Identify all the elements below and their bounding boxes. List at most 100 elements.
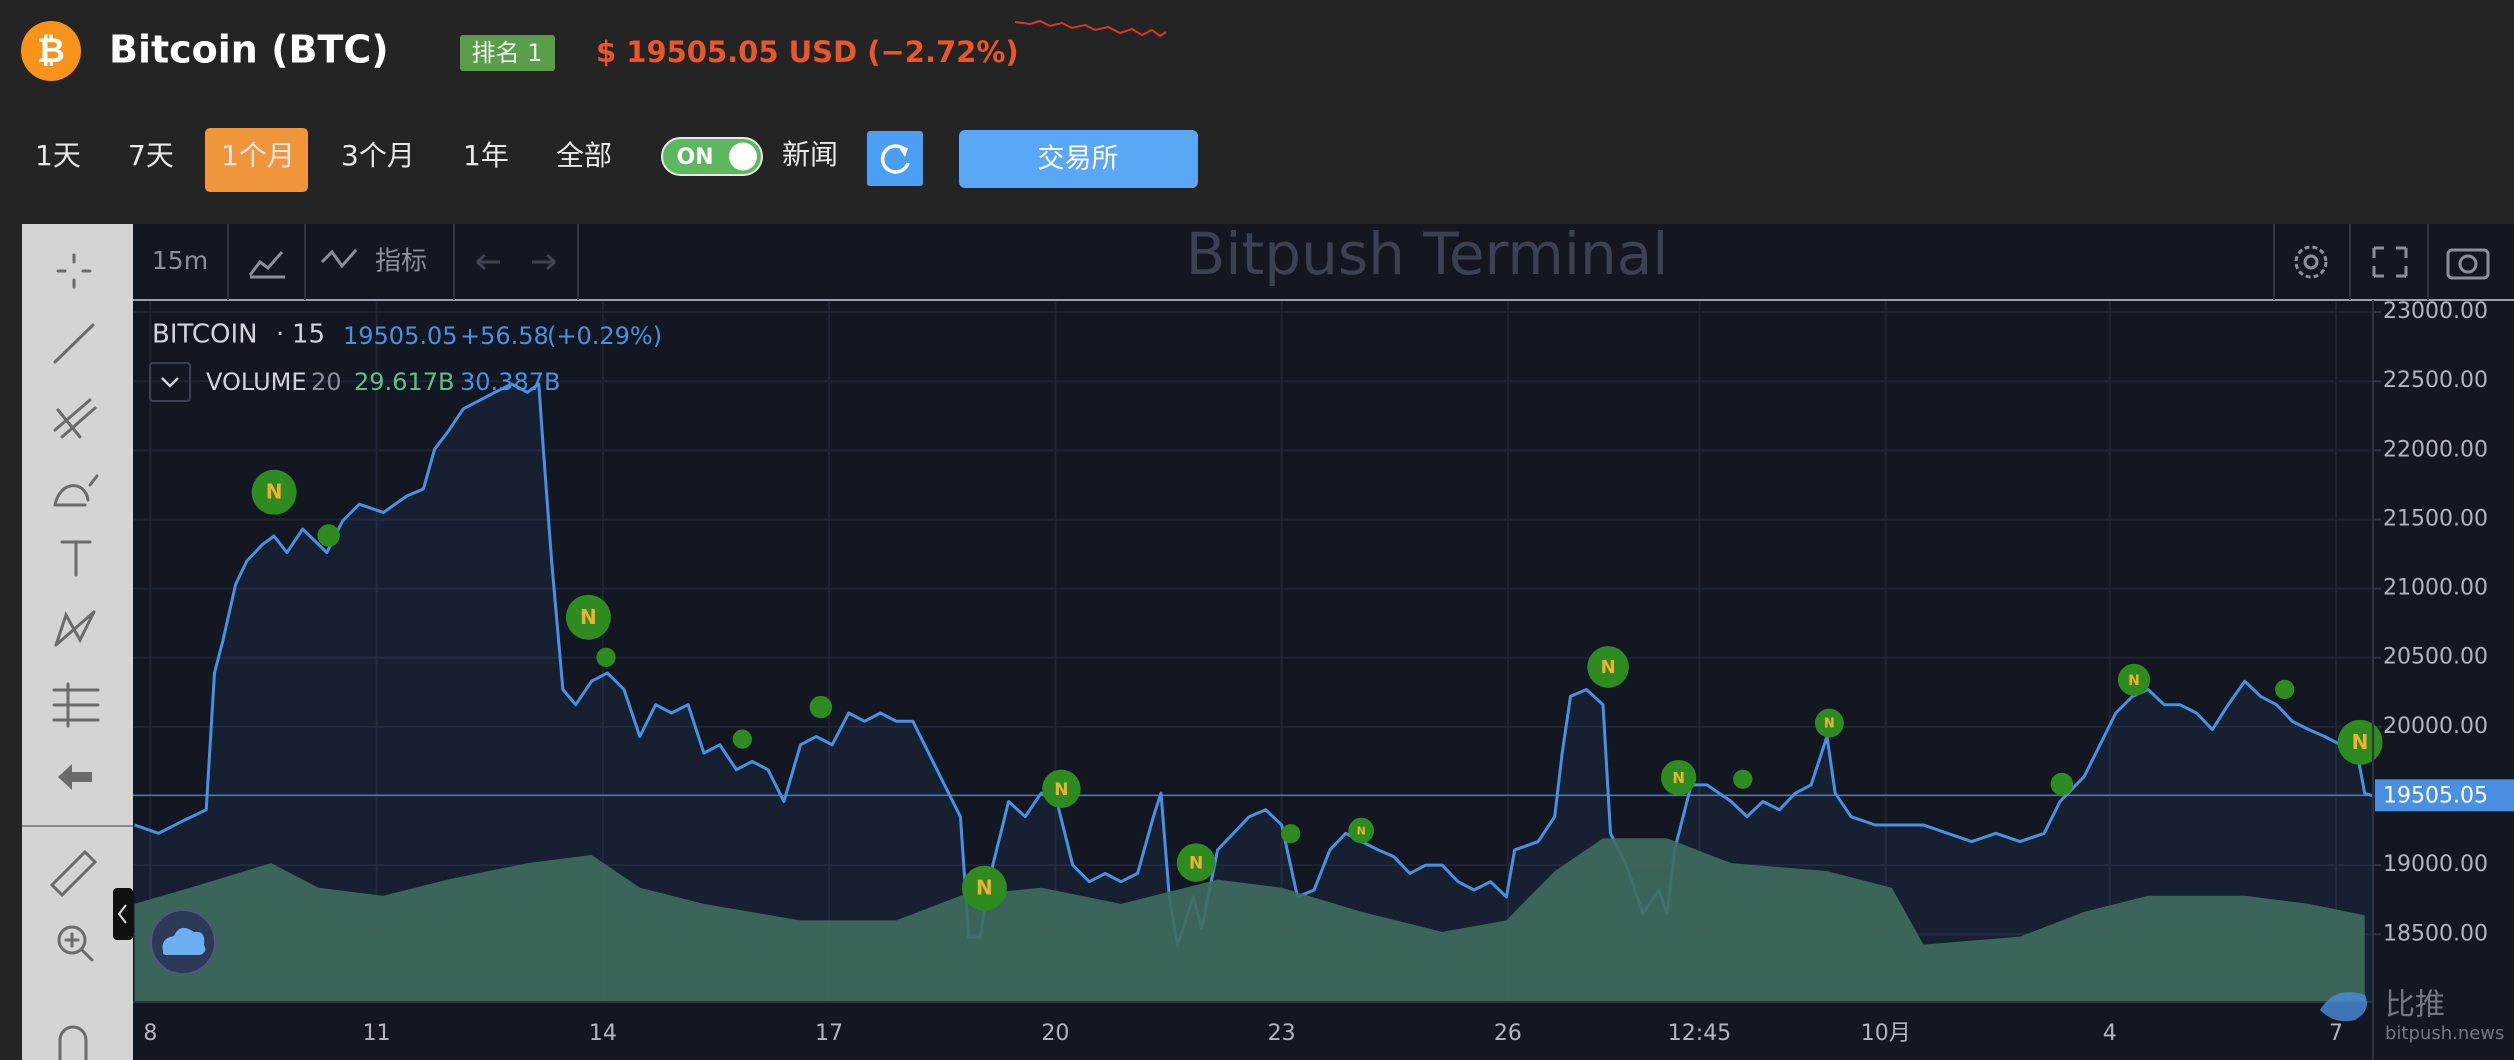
news-marker[interactable]: [596, 647, 616, 667]
news-marker-label: N: [2352, 730, 2369, 754]
collapse-handle[interactable]: [113, 888, 133, 940]
collapse-arrow: [117, 904, 127, 924]
y-tick-label: 22000.00: [2383, 437, 2488, 462]
chart-type-button[interactable]: [248, 251, 285, 279]
x-tick-label: 10月: [1861, 1021, 1911, 1046]
logo-cn: 比推: [2385, 988, 2445, 1023]
legend-collapse-arrow: [161, 377, 179, 388]
news-marker[interactable]: [1042, 769, 1081, 809]
time-range-tab[interactable]: 1年: [463, 139, 509, 172]
fullscreen-button[interactable]: [2372, 246, 2408, 278]
exchange-button-text: 交易所: [1038, 144, 1119, 175]
news-marker[interactable]: [1348, 817, 1375, 844]
settings-button[interactable]: [2294, 245, 2328, 279]
legend-collapse[interactable]: [149, 362, 191, 402]
indicator-icon: [320, 249, 358, 269]
x-tick-label: 26: [1494, 1021, 1522, 1046]
interval-button[interactable]: 15m: [152, 246, 208, 275]
undo-redo[interactable]: [476, 253, 556, 271]
btc-icon-glyph: ₿: [37, 32, 65, 70]
news-marker-label: N: [266, 480, 283, 504]
legend-volume-b: 30.387B: [460, 368, 560, 396]
last-price-label: 19505.05: [2383, 783, 2488, 808]
x-tick-label: 12:45: [1668, 1021, 1731, 1046]
y-tick-label: 19000.00: [2383, 852, 2488, 877]
news-label: 新闻: [782, 138, 838, 171]
news-marker[interactable]: [1661, 759, 1697, 796]
y-tick-label: 23000.00: [2383, 299, 2488, 324]
news-marker[interactable]: [251, 469, 297, 515]
screenshot-button[interactable]: [2446, 248, 2490, 280]
y-tick-label: 20500.00: [2383, 645, 2488, 670]
x-tick-label: 7: [2329, 1021, 2343, 1046]
time-range-tab[interactable]: 7天: [128, 139, 174, 172]
zoom-lines: [64, 932, 94, 962]
legend-volume-period: 20: [311, 368, 342, 396]
y-tick-label: 21500.00: [2383, 506, 2488, 531]
news-marker-label: N: [1189, 854, 1203, 874]
legend-dot: ·: [276, 320, 284, 350]
btc-icon: [21, 21, 81, 81]
exchange-button[interactable]: [959, 130, 1198, 188]
coin-title: Bitcoin (BTC): [109, 28, 389, 72]
line-tool[interactable]: [53, 323, 95, 364]
brush-tool[interactable]: [53, 474, 99, 507]
time-range-tab[interactable]: 1天: [35, 139, 81, 172]
measure-tool[interactable]: [52, 682, 100, 728]
time-range-tab[interactable]: 3个月: [341, 139, 415, 172]
hide-tool[interactable]: [58, 764, 92, 790]
news-marker[interactable]: [1176, 843, 1216, 882]
news-marker[interactable]: [1587, 646, 1629, 688]
x-tick-label: 4: [2103, 1021, 2117, 1046]
news-marker[interactable]: [961, 865, 1007, 911]
y-tick-label: 22500.00: [2383, 368, 2488, 393]
news-marker[interactable]: [1281, 824, 1301, 844]
news-marker[interactable]: [732, 729, 752, 749]
magnet-tool[interactable]: [58, 1025, 88, 1060]
refresh-arrow: [898, 146, 908, 157]
news-marker-label: N: [1054, 780, 1068, 800]
news-marker-label: N: [1357, 825, 1366, 838]
cloud-icon: [162, 927, 206, 955]
y-tick-label: 18500.00: [2383, 921, 2488, 946]
camera-lens: [2458, 254, 2478, 274]
fib-tool[interactable]: [53, 398, 97, 439]
news-marker[interactable]: [1733, 769, 1753, 789]
refresh-icon: [880, 144, 910, 174]
time-range-tab[interactable]: 全部: [556, 139, 612, 172]
pattern-tool[interactable]: [54, 610, 96, 647]
last-price-badge: [2375, 779, 2514, 812]
news-marker[interactable]: [317, 524, 340, 547]
news-marker[interactable]: [809, 695, 833, 719]
y-tick-label: 20000.00: [2383, 714, 2488, 739]
news-marker-label: N: [1824, 717, 1835, 732]
legend-symbol: BITCOIN: [152, 320, 258, 350]
news-marker[interactable]: [565, 594, 611, 640]
news-marker[interactable]: [1814, 708, 1844, 738]
text-tool[interactable]: [60, 540, 92, 577]
indicators-button[interactable]: 指标: [375, 247, 427, 277]
news-marker-label: N: [1601, 657, 1616, 678]
news-marker[interactable]: [2337, 719, 2383, 765]
news-marker[interactable]: [2117, 663, 2151, 696]
rank-badge: [460, 35, 555, 71]
x-tick-label: 11: [363, 1021, 391, 1046]
active-tab-bg: [205, 128, 308, 192]
time-range-tab[interactable]: 1个月: [221, 139, 295, 172]
crosshair-tool[interactable]: [56, 253, 92, 289]
news-marker[interactable]: [2275, 679, 2295, 700]
legend-volume-a: 29.617B: [354, 368, 454, 396]
watermark-bird: [2320, 992, 2368, 1022]
tool-icons: [49, 253, 100, 1060]
volume-area: [134, 838, 2365, 1002]
toggle-text: ON: [676, 145, 713, 170]
refresh-button[interactable]: [867, 131, 923, 186]
ruler-tool[interactable]: [49, 849, 98, 898]
news-marker-label: N: [1672, 769, 1685, 787]
news-marker[interactable]: [2050, 772, 2074, 796]
legend-price: 19505.05: [343, 322, 458, 350]
legend-change-pct: (+0.29%): [547, 322, 662, 350]
logo-en: bitpush.news: [2385, 1023, 2504, 1044]
zoom-tool[interactable]: [57, 925, 87, 955]
